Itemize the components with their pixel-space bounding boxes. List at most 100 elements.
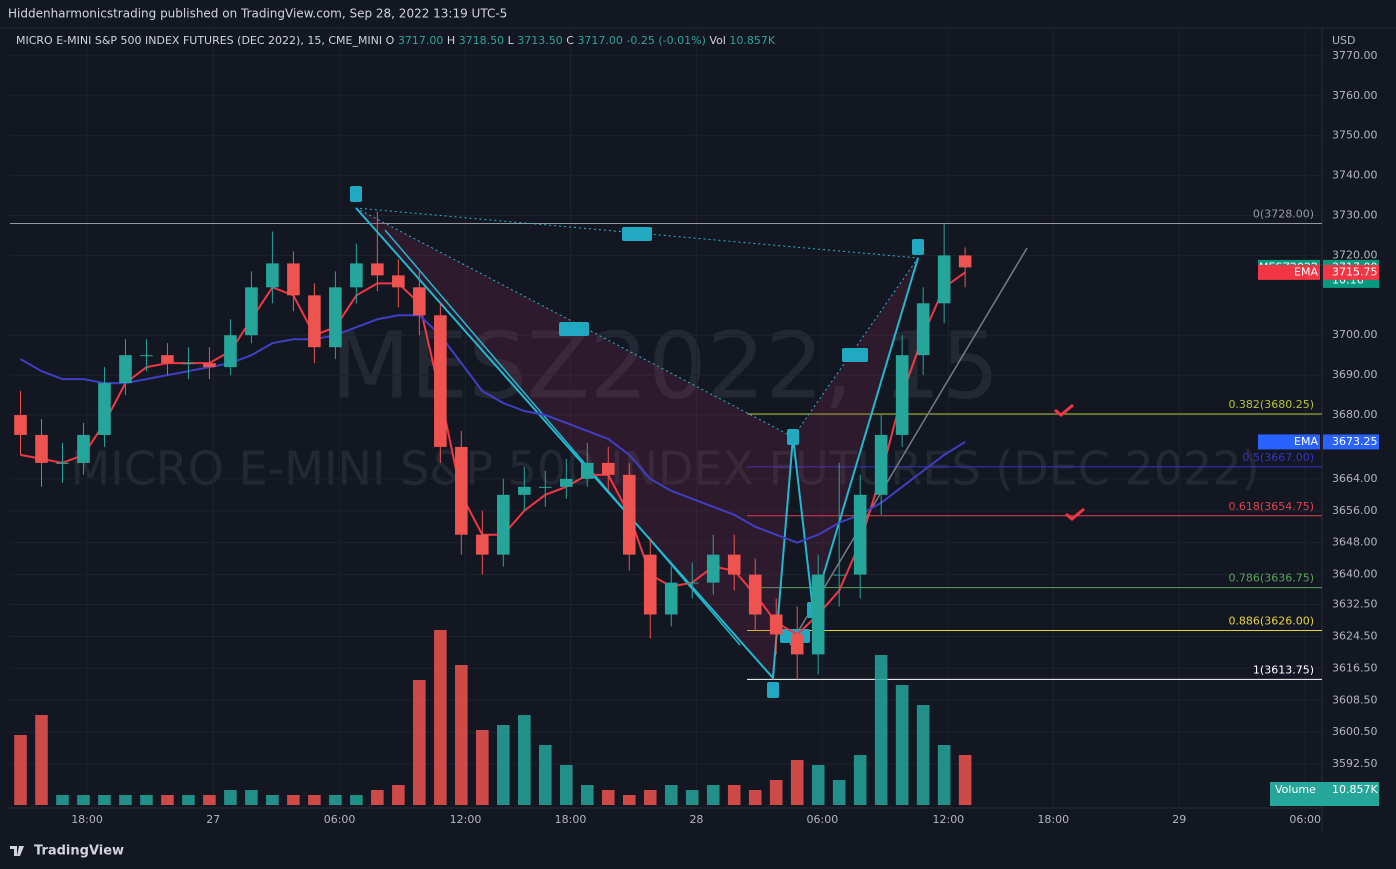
- candle-body: [643, 554, 657, 615]
- legend-symbol: MICRO E-MINI S&P 500 INDEX FUTURES (DEC …: [16, 34, 382, 47]
- volume-bar: [580, 785, 594, 805]
- y-tick-label: 3640.00: [1332, 568, 1378, 581]
- volume-bar: [476, 730, 489, 805]
- candle-body: [559, 478, 573, 487]
- volume-bar: [916, 705, 930, 805]
- candle-body: [119, 355, 132, 384]
- volume-bar: [35, 715, 48, 805]
- trend-line: [789, 247, 1028, 646]
- candle-body: [182, 363, 195, 365]
- legend: MICRO E-MINI S&P 500 INDEX FUTURES (DEC …: [16, 34, 776, 47]
- volume-bar: [706, 785, 720, 805]
- y-tick-label: 3592.50: [1332, 757, 1378, 770]
- candle-body: [685, 582, 699, 584]
- fib-label: 0(3728.00): [1253, 208, 1314, 221]
- tag-name: EMA: [1294, 435, 1318, 448]
- volume-bar: [832, 780, 846, 805]
- candle-body: [161, 355, 174, 364]
- candle-body: [245, 287, 258, 336]
- legend-value: 3713.50: [517, 34, 563, 47]
- x-tick-label: 06:00: [324, 813, 356, 826]
- candle-body: [413, 287, 426, 316]
- candle-body: [937, 255, 951, 304]
- volume-bar: [56, 795, 69, 805]
- volume-bar: [140, 795, 153, 805]
- x-tick-label: 18:00: [1037, 813, 1069, 826]
- candle-body: [266, 263, 279, 288]
- fib-label: 0.886(3626.00): [1228, 614, 1314, 627]
- legend-value: 3717.00: [398, 34, 444, 47]
- candle-body: [580, 462, 594, 479]
- volume-bar: [308, 795, 321, 805]
- candle-body: [476, 534, 489, 555]
- candle-body: [14, 415, 27, 435]
- x-tick-label: 28: [689, 813, 703, 826]
- volume-bar: [685, 790, 699, 805]
- ema-line: [20, 271, 966, 636]
- y-tick-label: 3690.00: [1332, 368, 1378, 381]
- y-tick-label: 3680.00: [1332, 408, 1378, 421]
- fib-label: 0.382(3680.25): [1228, 398, 1314, 411]
- candle-body: [811, 574, 825, 655]
- y-tick-label: 3616.50: [1332, 661, 1378, 674]
- price-tag: [1323, 264, 1379, 280]
- volume-bar: [937, 745, 951, 805]
- volume-bar: [455, 665, 468, 805]
- check-mark: [1054, 403, 1085, 521]
- y-tick-label: 3750.00: [1332, 129, 1378, 142]
- pattern-fill: [356, 208, 793, 678]
- y-tick-label: 3664.00: [1332, 472, 1378, 485]
- candle-body: [727, 554, 741, 575]
- volume-bar: [811, 765, 825, 805]
- volume-bar: [538, 745, 552, 805]
- candle-body: [98, 383, 111, 435]
- candle-body: [371, 263, 384, 276]
- y-tick-label: 3648.00: [1332, 536, 1378, 549]
- candle-body: [35, 434, 48, 463]
- volume-bar: [371, 790, 384, 805]
- x-tick-label: 12:00: [450, 813, 482, 826]
- y-tick-label: 3740.00: [1332, 169, 1378, 182]
- volume-bar: [224, 790, 237, 805]
- y-tick-label: 3730.00: [1332, 209, 1378, 222]
- volume-bar: [329, 795, 342, 805]
- candle-body: [895, 355, 909, 435]
- currency: USD: [1332, 34, 1356, 47]
- volume-bar: [287, 795, 300, 805]
- candle-body: [958, 255, 972, 268]
- candle-body: [287, 263, 300, 296]
- x-tick-label: 06:00: [807, 813, 839, 826]
- candle-body: [308, 295, 321, 348]
- candle-body: [538, 486, 552, 488]
- candle-body: [497, 494, 510, 555]
- volume-bar: [559, 765, 573, 805]
- volume-bar: [161, 795, 174, 805]
- volume-bar: [413, 680, 426, 805]
- fib-label: 0.786(3636.75): [1228, 572, 1314, 585]
- x-tick-label: 29: [1172, 813, 1186, 826]
- legend-key: Vol: [709, 34, 725, 47]
- candle-body: [392, 275, 405, 288]
- candle-body: [622, 474, 636, 555]
- volume-bar: [434, 630, 447, 805]
- candle-body: [455, 446, 468, 535]
- tag-name: EMA: [1294, 265, 1318, 278]
- x-tick-label: 06:00: [1289, 813, 1321, 826]
- candle-body: [706, 554, 720, 583]
- fib-label: 0.5(3667.00): [1242, 451, 1314, 464]
- volume-bar: [874, 655, 888, 805]
- pattern-line: [384, 229, 741, 646]
- y-tick-label: 3608.50: [1332, 693, 1378, 706]
- y-tick-label: 3770.00: [1332, 49, 1378, 62]
- brand-logo: [10, 846, 24, 856]
- legend-key: O: [386, 34, 395, 47]
- x-tick-label: 18:00: [555, 813, 587, 826]
- candle-body: [77, 434, 90, 463]
- volume-bar: [622, 795, 636, 805]
- ema-line: [20, 314, 966, 544]
- volume-tag-name: Volume: [1275, 783, 1316, 796]
- candle-body: [748, 574, 762, 615]
- candle-body: [434, 315, 447, 447]
